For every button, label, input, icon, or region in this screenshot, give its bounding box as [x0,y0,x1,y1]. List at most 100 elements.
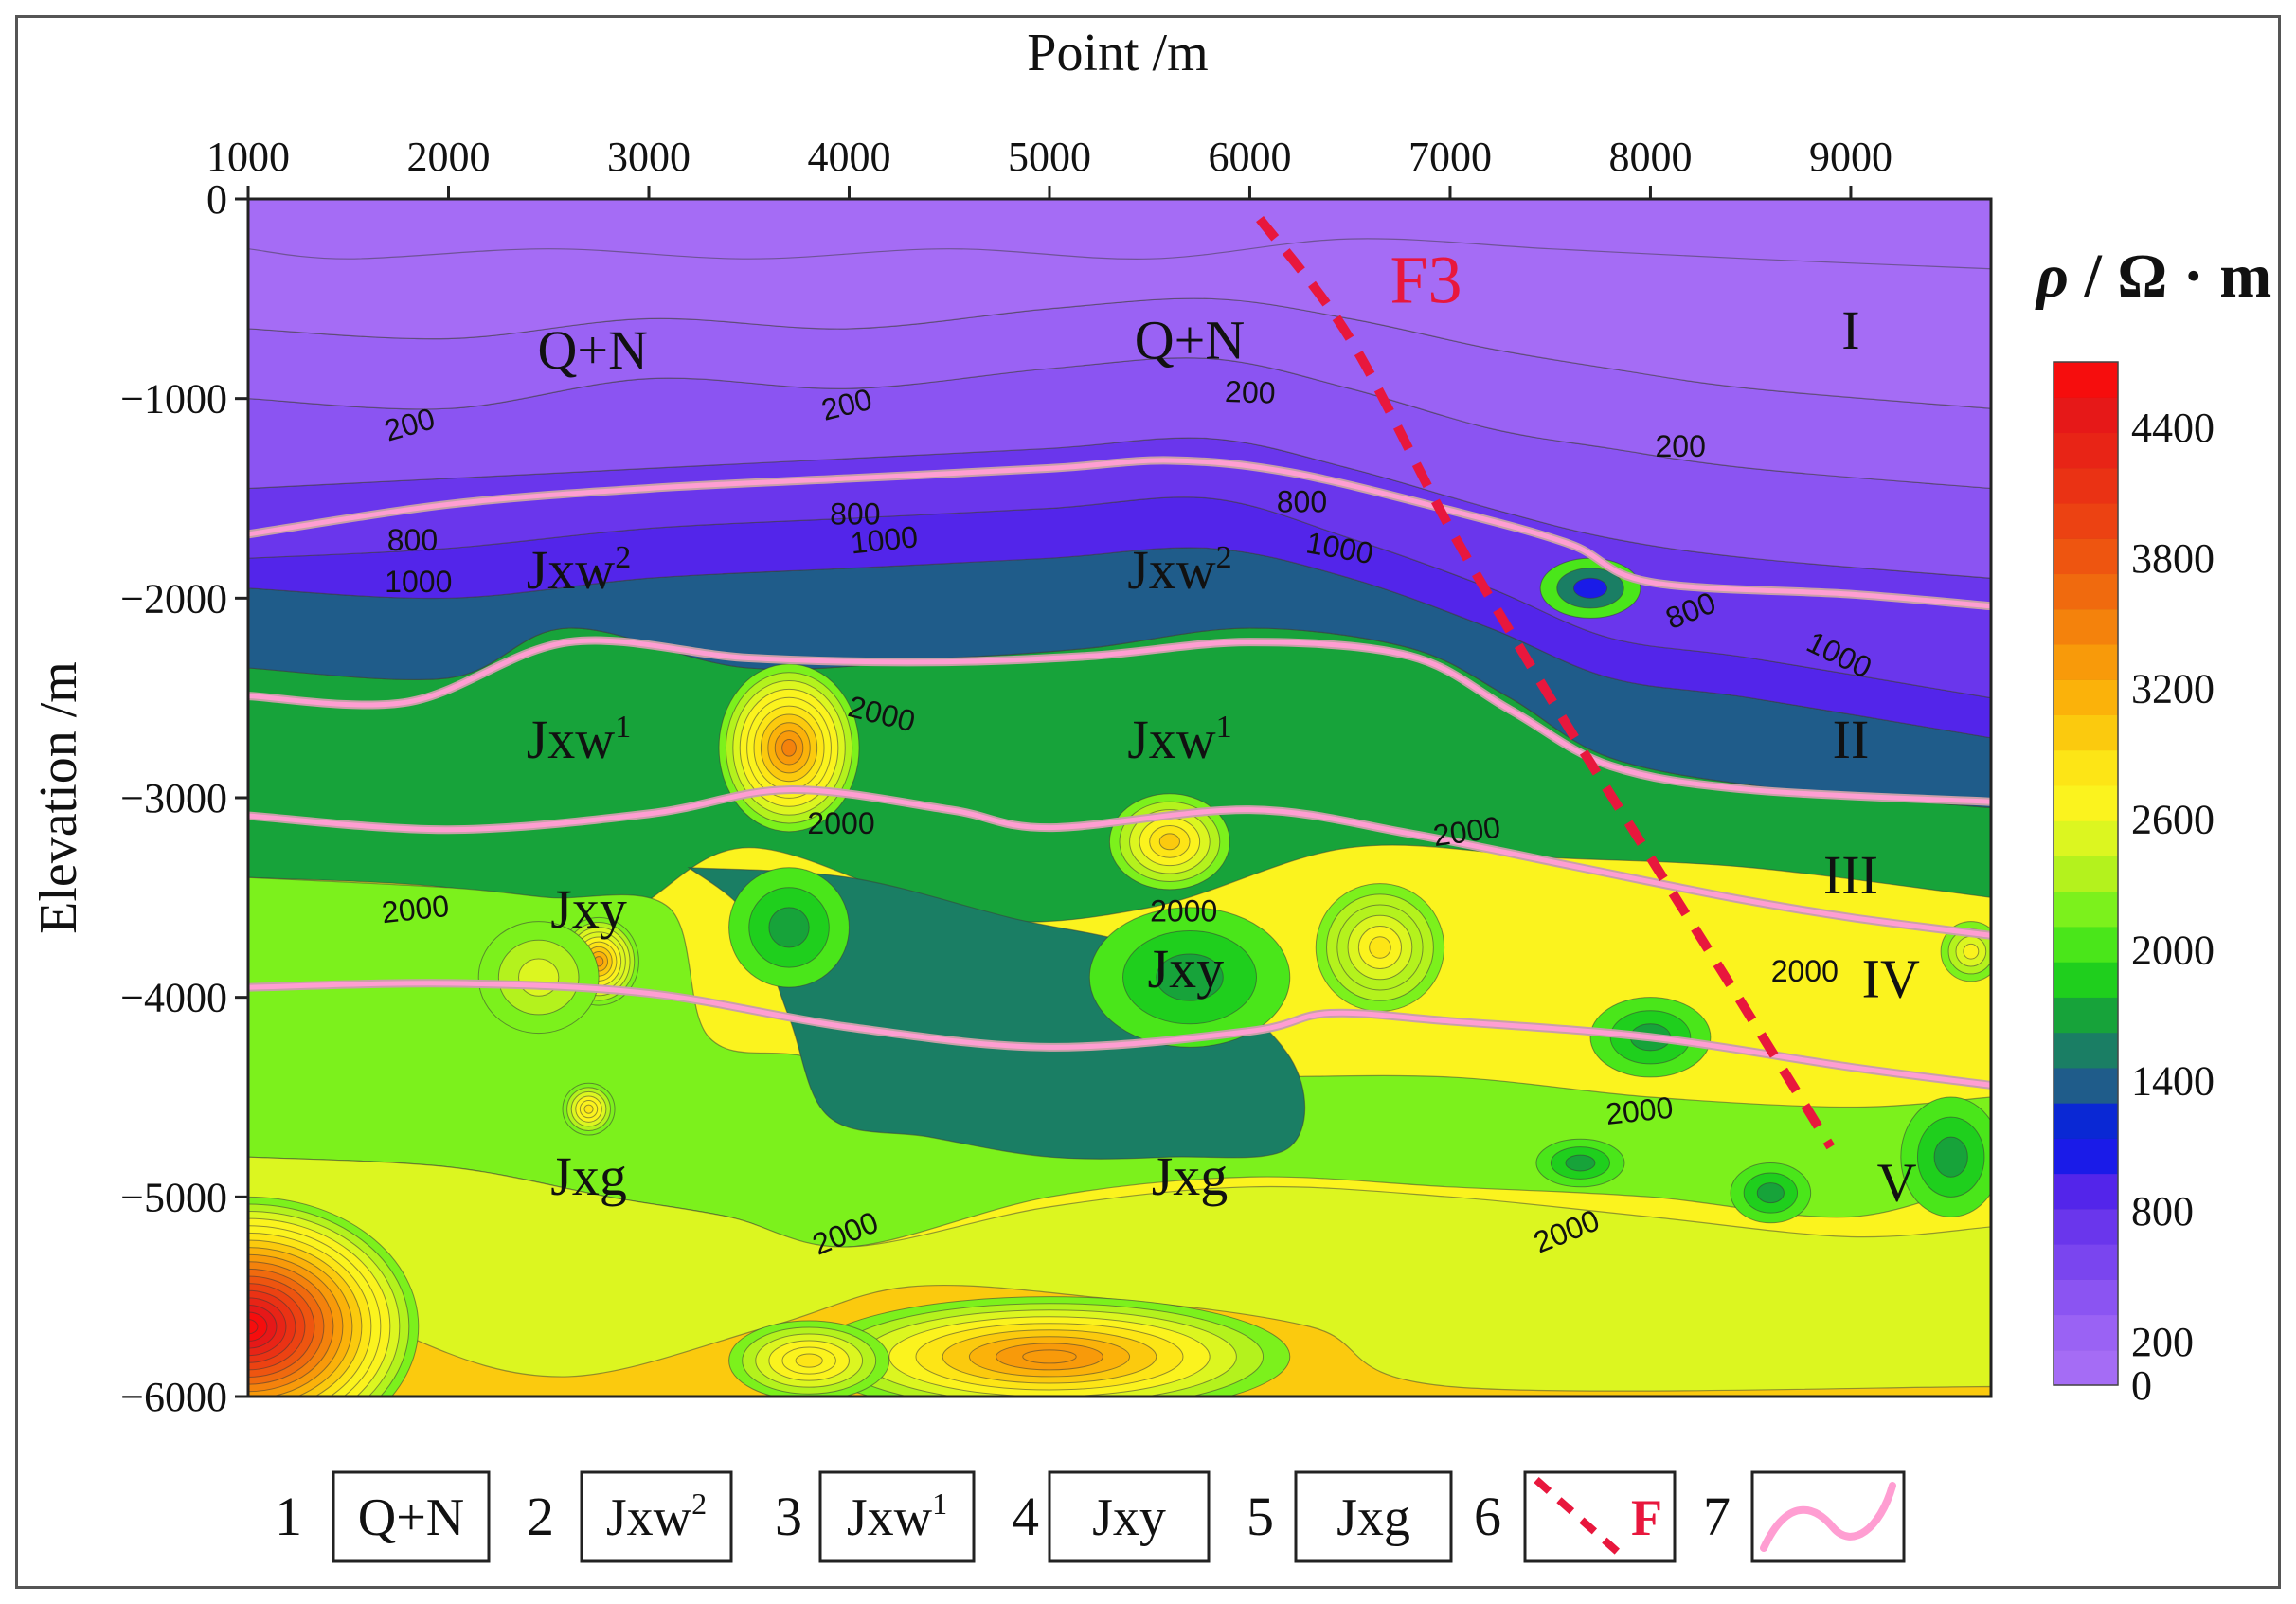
anomaly [1730,1162,1812,1224]
formation-labels: Q+N Q+N Jxw2 Jxw2 Jxw1 Jxw1 Jxy Jxy Jxg Jxg [527,310,1246,1208]
colorbar-tick-label: 4400 [2131,405,2215,451]
anomaly-contour [1572,577,1608,599]
legend-item: 5 Jxg [1247,1470,1453,1563]
colorbar-segment [2054,962,2118,998]
formation-label: Jxy [550,878,627,940]
anomaly [1900,1096,1991,1217]
y-axis-title: Elevation /m [29,661,88,934]
zone-label: IV [1862,948,1920,1010]
formation-label: Jxw1 [527,709,631,770]
anomaly-contour [1156,953,1224,1001]
boundary-line [248,787,1991,938]
legend-box [580,1470,733,1563]
legend-number: 1 [275,1486,302,1547]
colorbar-segment [2054,714,2118,751]
y-tick-label: −2000 [120,575,227,622]
colorbar-segment [2054,1279,2118,1316]
figure-frame [15,15,2281,1589]
contour-label: 800 [830,496,880,531]
anomaly [562,1082,616,1136]
anomaly-contour [1565,1154,1596,1172]
contour-label: 2000 [380,889,451,929]
fault-line [1256,216,1836,1150]
boundary-line [248,638,1991,804]
contour-label: 2000 [1604,1090,1675,1131]
legend-item: 2 Jxw2 [527,1470,733,1563]
anomaly [728,867,850,988]
x-tick-label: 8000 [1608,134,1692,180]
fault-label: F3 [1390,243,1462,318]
formation-label: Jxw1 [1127,709,1231,770]
contour-label: 2000 [807,806,874,840]
formation-label: Q+N [1135,310,1245,371]
legend-item: 4 Jxy [1012,1470,1211,1563]
colorbar-segment [2054,573,2118,610]
x-tick-label: 5000 [1008,134,1091,180]
colorbar-segment [2054,749,2118,786]
colorbar-tick-label: 200 [2131,1319,2194,1365]
contour-label: 800 [387,523,438,557]
zone-label: V [1877,1152,1917,1214]
field-band [248,199,1991,270]
contour-labels: 200 200 2002008001000800100080010008001000… [380,374,1877,1262]
x-tick-label: 9000 [1809,134,1892,180]
colorbar-segment [2054,1032,2118,1069]
colorbar-segment [2054,1314,2118,1351]
colorbar-segment [2054,1103,2118,1139]
legend-number: 5 [1247,1486,1274,1547]
colorbar-tick-label: 3800 [2131,535,2215,582]
x-tick-label: 6000 [1208,134,1291,180]
colorbar-segment [2054,784,2118,821]
anomaly-contour [768,907,810,948]
legend-text: Jxw2 [606,1487,707,1547]
colorbar-segment [2054,608,2118,645]
y-tick-label: −3000 [120,775,227,821]
resistivity-anomalies [248,557,1991,1397]
x-tick-label: 7000 [1408,134,1492,180]
legend-item: 3 Jxw1 [775,1470,976,1563]
colorbar-tick-label: 3200 [2131,666,2215,712]
colorbar-tick-label: 2600 [2131,797,2215,843]
anomaly-contour [795,1353,823,1368]
boundary-line [248,981,1991,1088]
colorbar-tick-label: 1400 [2131,1057,2215,1104]
anomaly-contour [583,1104,594,1114]
anomaly [248,1196,420,1397]
legend-box [1294,1470,1453,1563]
colorbar-tick-label: 2000 [2131,927,2215,973]
legend-boundary-swatch [1760,1482,1896,1552]
y-tick-label: −4000 [120,975,227,1021]
contour-label: 200 [1655,429,1705,463]
boundary-line [248,458,1991,609]
y-axis-ticks: 0 −1000 −2000 −3000 −4000 −5000 −6000 [120,176,248,1420]
y-tick-label: 0 [206,176,227,223]
anomaly-contour [781,738,797,757]
field-band [248,1156,1991,1397]
colorbar-segment [2054,1349,2118,1386]
formation-label: Jxg [550,1145,627,1207]
fault-f3: F3 [1256,216,1836,1150]
legend-item: 7 [1703,1470,1906,1563]
colorbar-segment [2054,1244,2118,1280]
anomaly [1088,907,1291,1048]
y-tick-label: −1000 [120,376,227,423]
x-tick-label: 2000 [406,134,490,180]
legend-text: Jxy [1092,1488,1166,1547]
anomaly [1535,1138,1625,1188]
contour-label: 2000 [1150,894,1217,928]
formation-label: Jxy [1148,938,1225,1000]
legend: 1 Q+N 2 Jxw2 3 Jxw1 4 Jxy 5 Jxg 6 F 7 [275,1470,1906,1563]
colorbar-segment [2054,1138,2118,1175]
formation-label: Jxw2 [1127,539,1231,601]
colorbar-segment [2054,362,2118,398]
x-tick-label: 1000 [206,134,290,180]
contour-label: 800 [1277,485,1327,519]
anomaly-contour [1369,936,1391,959]
colorbar-segment [2054,538,2118,575]
colorbar-segment [2054,1067,2118,1104]
legend-number: 3 [775,1486,802,1547]
resistivity-field [248,199,1991,1397]
zone-label: II [1833,709,1870,770]
anomaly-contour [1158,833,1180,851]
